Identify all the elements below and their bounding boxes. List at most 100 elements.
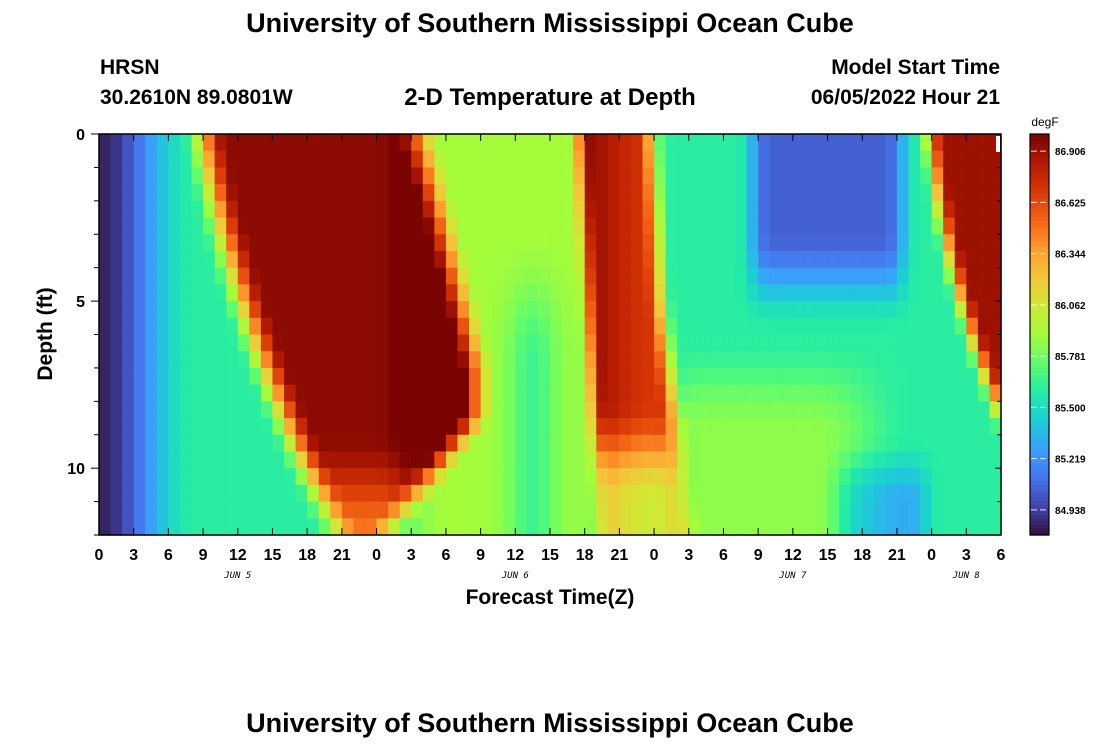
heat-cell bbox=[434, 434, 447, 453]
heat-cell bbox=[191, 418, 204, 436]
x-tick-label: 15 bbox=[541, 547, 559, 564]
heat-cell bbox=[226, 468, 239, 486]
heat-cell bbox=[642, 367, 655, 386]
heat-cell bbox=[827, 418, 840, 436]
colorbar-segment bbox=[1030, 494, 1049, 499]
heat-cell bbox=[353, 418, 366, 436]
heat-cell bbox=[318, 317, 331, 336]
heat-cell bbox=[966, 501, 979, 519]
heat-cell bbox=[376, 284, 389, 302]
heat-cell bbox=[573, 468, 586, 486]
heat-cell bbox=[122, 134, 135, 152]
heat-cell bbox=[341, 518, 355, 536]
heat-cell bbox=[168, 284, 181, 302]
heat-cell bbox=[561, 134, 574, 152]
heat-cell bbox=[815, 217, 829, 235]
heat-cell bbox=[445, 518, 459, 536]
heat-cell bbox=[665, 200, 678, 219]
heat-cell bbox=[596, 484, 609, 503]
heat-cell bbox=[896, 317, 910, 336]
heat-cell bbox=[272, 150, 285, 169]
colorbar-segment bbox=[1030, 154, 1049, 158]
heat-cell bbox=[839, 351, 852, 369]
heat-cell bbox=[480, 484, 493, 503]
heat-cell bbox=[538, 217, 551, 235]
heat-cell bbox=[214, 167, 227, 185]
heat-cell bbox=[642, 384, 655, 402]
heat-cell bbox=[110, 334, 123, 352]
colorbar-segment bbox=[1030, 371, 1049, 376]
heat-cell bbox=[515, 234, 528, 252]
heat-cell bbox=[711, 401, 725, 419]
heat-cell bbox=[422, 501, 435, 519]
heat-cell bbox=[711, 250, 725, 269]
heat-cell bbox=[318, 167, 331, 185]
heat-cell bbox=[688, 234, 701, 252]
heat-cell bbox=[943, 501, 956, 519]
heat-cell bbox=[203, 134, 216, 152]
heat-cell bbox=[145, 401, 158, 419]
heat-cell bbox=[364, 351, 378, 369]
heat-cell bbox=[700, 317, 713, 336]
heat-cell bbox=[815, 418, 829, 436]
heat-cell bbox=[735, 468, 748, 486]
heat-cell bbox=[364, 501, 378, 519]
heat-cell bbox=[862, 418, 875, 436]
heat-cell bbox=[260, 217, 274, 235]
x-tick-label: 6 bbox=[441, 547, 450, 564]
heat-cell bbox=[364, 150, 378, 169]
heat-cell bbox=[804, 434, 817, 453]
heat-cell bbox=[561, 217, 574, 235]
heat-cell bbox=[584, 384, 597, 402]
heat-cell bbox=[954, 250, 967, 269]
colorbar-segment bbox=[1030, 140, 1049, 145]
heat-cell bbox=[237, 484, 250, 503]
heat-cell bbox=[758, 301, 771, 319]
heat-cell bbox=[145, 250, 158, 269]
heat-cell bbox=[804, 401, 817, 419]
heat-cell bbox=[642, 501, 655, 519]
heat-cell bbox=[850, 351, 863, 369]
heat-cell bbox=[781, 434, 794, 453]
heat-cell bbox=[457, 301, 470, 319]
heat-cell bbox=[688, 518, 701, 536]
heat-cell bbox=[908, 301, 921, 319]
heat-cell bbox=[399, 200, 412, 219]
colorbar-segment bbox=[1030, 144, 1049, 148]
heat-cell bbox=[711, 200, 725, 219]
heat-cell bbox=[226, 184, 239, 202]
heat-cell bbox=[422, 518, 435, 536]
heat-cell bbox=[492, 418, 505, 436]
colorbar-segment bbox=[1030, 481, 1049, 486]
heat-cell bbox=[954, 384, 967, 402]
heat-cell bbox=[284, 184, 297, 202]
heat-cell bbox=[700, 434, 713, 453]
heat-cell bbox=[249, 384, 262, 402]
colorbar-unit: degF bbox=[1031, 115, 1058, 129]
heat-cell bbox=[711, 134, 725, 152]
heat-cell bbox=[272, 501, 285, 519]
heat-cell bbox=[943, 217, 956, 235]
heat-cell bbox=[781, 184, 794, 202]
heat-cell bbox=[272, 167, 285, 185]
heat-cell bbox=[896, 501, 910, 519]
heat-cell bbox=[260, 184, 274, 202]
colorbar-segment bbox=[1030, 224, 1049, 229]
heat-cell bbox=[295, 401, 308, 419]
heat-cell bbox=[665, 451, 678, 469]
heat-cell bbox=[133, 150, 146, 169]
heat-cell bbox=[746, 200, 759, 219]
heat-cell bbox=[792, 367, 806, 386]
heat-cell bbox=[388, 150, 401, 169]
colorbar-segment bbox=[1030, 468, 1049, 473]
heat-cell bbox=[630, 267, 644, 285]
heat-cell bbox=[989, 434, 1002, 453]
heat-cell bbox=[630, 501, 644, 519]
x-tick-label: 0 bbox=[95, 547, 104, 564]
heat-cell bbox=[723, 234, 736, 252]
x-date-label: JUN 7 bbox=[778, 571, 807, 581]
x-date-label: JUN 5 bbox=[223, 571, 251, 581]
heat-cell bbox=[133, 518, 146, 536]
heat-cell bbox=[804, 484, 817, 503]
heat-cell bbox=[920, 334, 933, 352]
